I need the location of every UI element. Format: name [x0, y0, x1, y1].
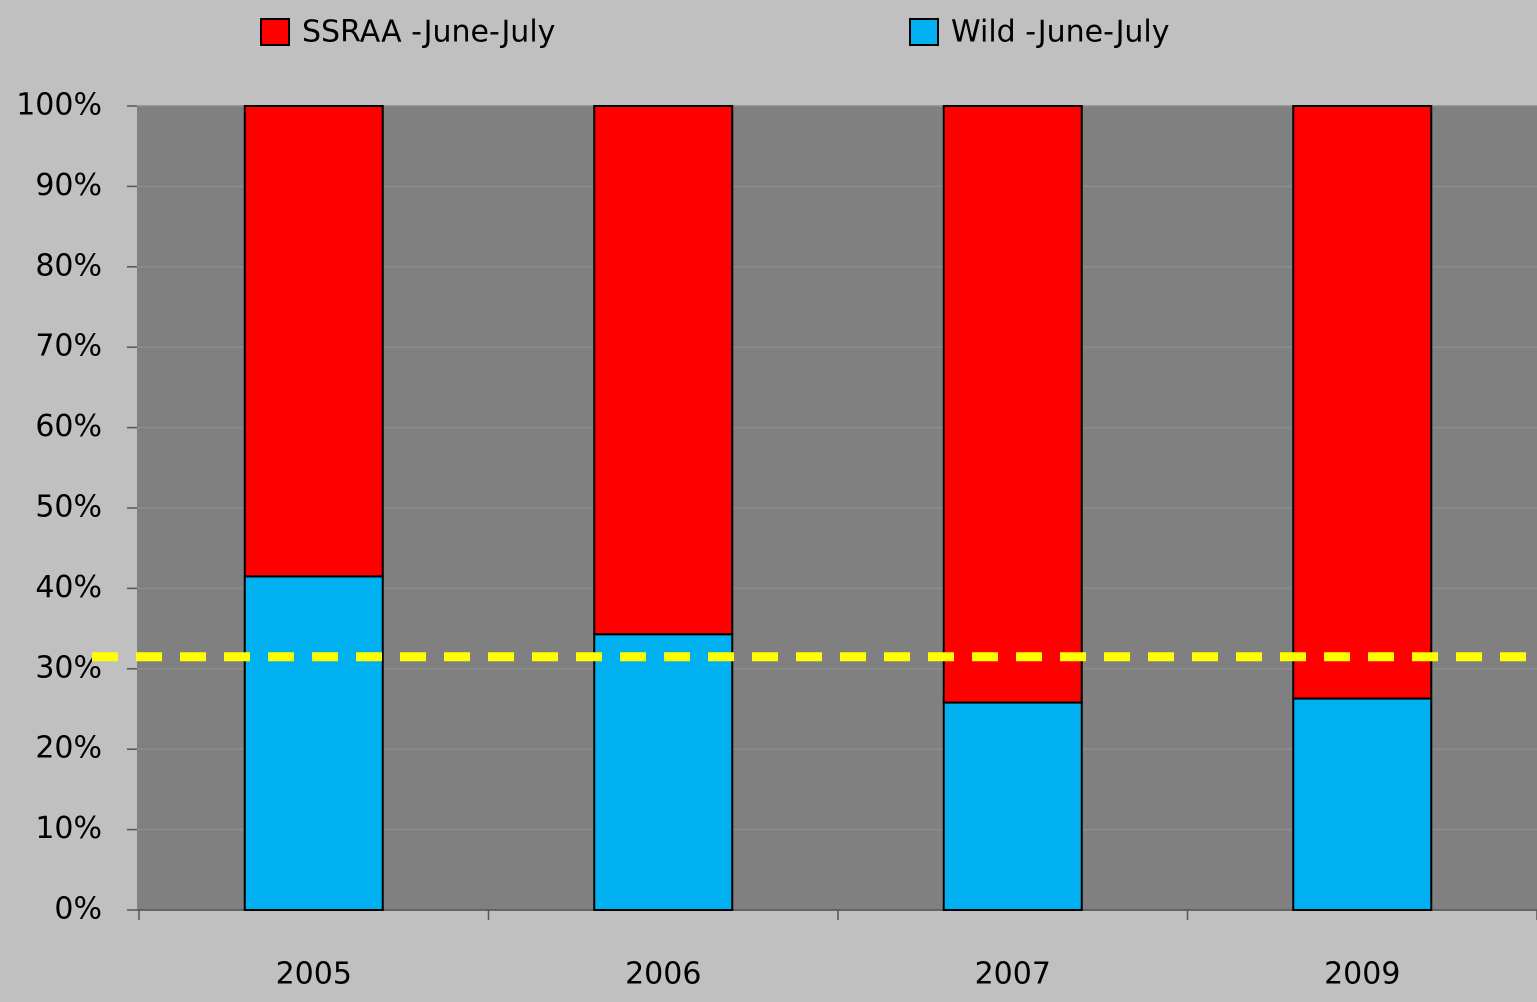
bar-segment	[1292, 697, 1433, 911]
x-tick-label: 2009	[1324, 957, 1400, 992]
y-tick-label: 30%	[35, 650, 102, 685]
y-tick-label: 0%	[54, 892, 102, 927]
y-tick-label: 60%	[35, 409, 102, 444]
legend-label: SSRAA -June-July	[302, 15, 555, 50]
x-tick-label: 2005	[276, 957, 352, 992]
bar-segment	[942, 105, 1083, 704]
bar-segment	[243, 575, 384, 912]
y-tick-label: 20%	[35, 731, 102, 766]
y-tick-label: 10%	[35, 811, 102, 846]
y-tick-label: 40%	[35, 570, 102, 605]
x-tick-label: 2006	[625, 957, 701, 992]
bar-segment	[1292, 105, 1433, 700]
bar-segment	[593, 105, 734, 636]
bar-segment	[243, 105, 384, 578]
bar-segment	[942, 701, 1083, 911]
y-tick-label: 90%	[35, 168, 102, 203]
bar-segment	[593, 633, 734, 912]
x-tick-label: 2007	[975, 957, 1051, 992]
y-tick-label: 70%	[35, 329, 102, 364]
legend-label: Wild -June-July	[951, 15, 1170, 50]
y-tick-label: 80%	[35, 248, 102, 283]
y-tick-label: 50%	[35, 490, 102, 525]
y-tick-label: 100%	[16, 88, 102, 123]
legend-swatch	[909, 18, 939, 46]
legend-swatch	[260, 18, 290, 46]
